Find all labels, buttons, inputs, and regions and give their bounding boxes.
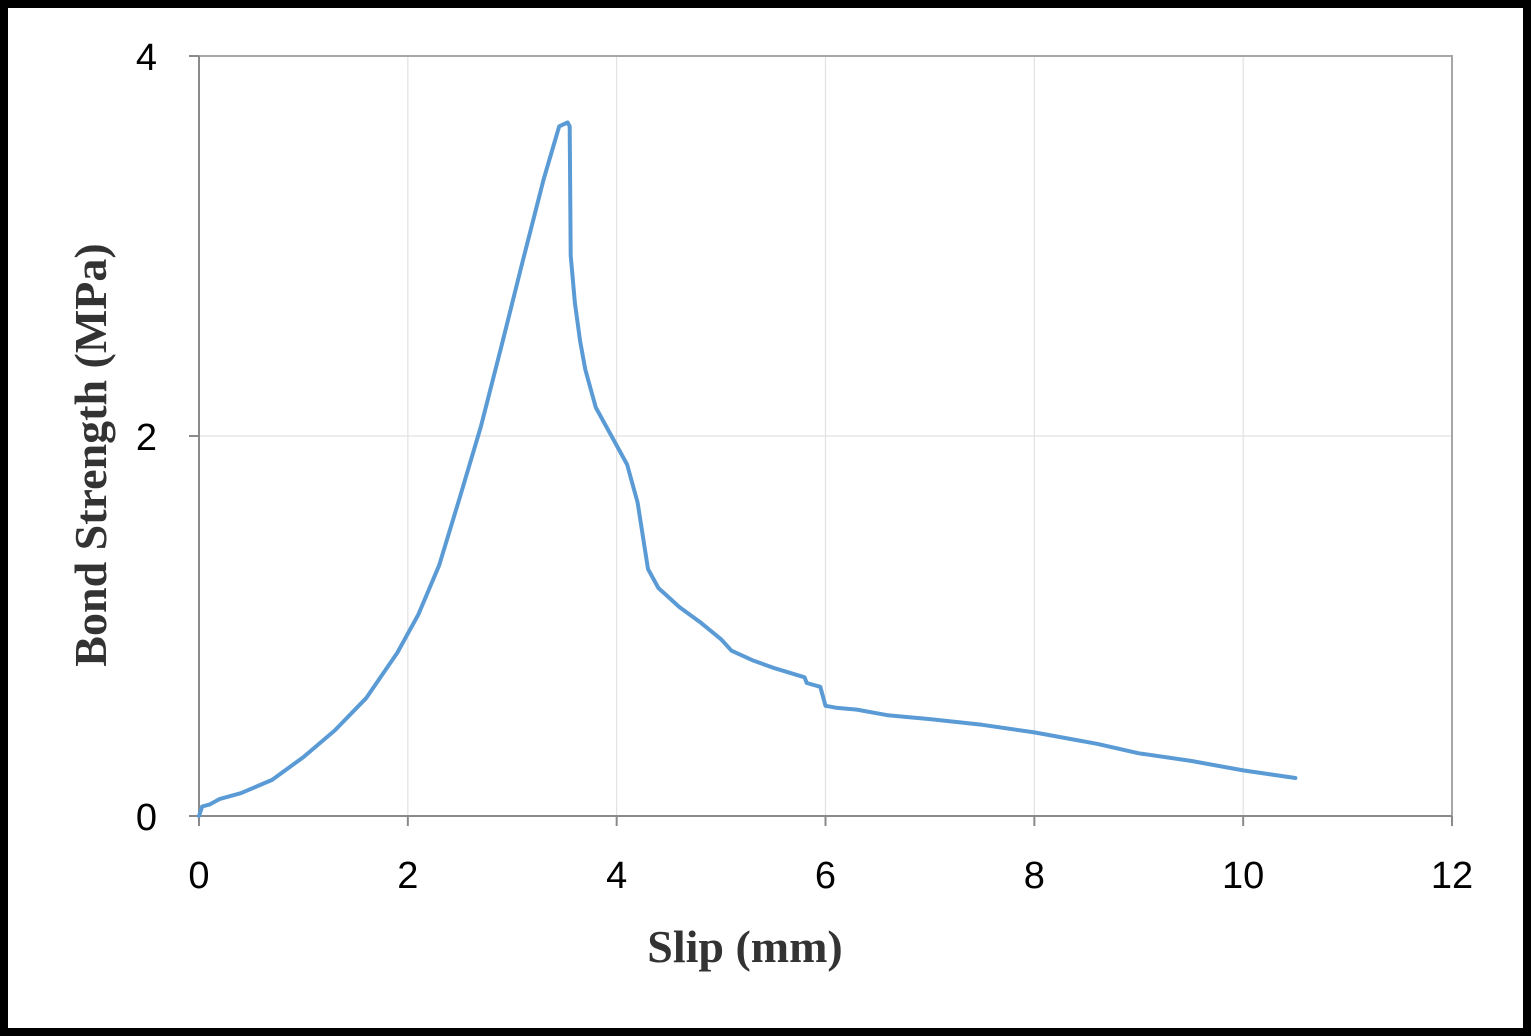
x-tick-label: 10 <box>1222 855 1264 897</box>
x-tick-label: 8 <box>1024 855 1045 897</box>
y-tick-label: 0 <box>136 797 157 839</box>
y-axis-title: Bond Strength (MPa) <box>65 243 116 666</box>
y-tick-label: 2 <box>136 417 157 459</box>
x-axis-title: Slip (mm) <box>647 921 843 972</box>
x-tick-label: 12 <box>1431 855 1473 897</box>
y-tick-label: 4 <box>136 37 157 79</box>
axes <box>189 55 1453 826</box>
x-tick-label: 4 <box>606 855 627 897</box>
x-tick-label: 0 <box>188 855 209 897</box>
x-tick-label: 6 <box>815 855 836 897</box>
series-layer <box>197 120 1298 818</box>
series-line <box>197 120 1298 818</box>
grid <box>199 56 1452 816</box>
x-tick-label: 2 <box>397 855 418 897</box>
tick-labels: 0 2 4 6 8 10 12 0 2 4 <box>136 37 1473 897</box>
